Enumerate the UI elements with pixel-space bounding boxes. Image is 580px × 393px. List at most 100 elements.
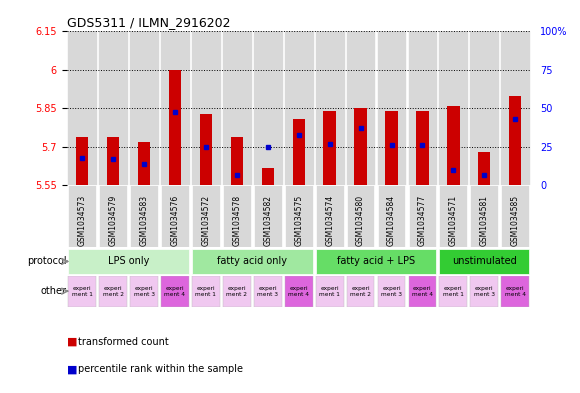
- Text: experi
ment 4: experi ment 4: [288, 286, 309, 297]
- Text: experi
ment 4: experi ment 4: [412, 286, 433, 297]
- FancyBboxPatch shape: [501, 276, 529, 307]
- Text: experi
ment 3: experi ment 3: [258, 286, 278, 297]
- FancyBboxPatch shape: [99, 185, 127, 247]
- Text: ■: ■: [67, 364, 77, 375]
- Bar: [200, 114, 212, 185]
- Bar: [254, 31, 282, 185]
- FancyBboxPatch shape: [470, 276, 498, 307]
- Text: experi
ment 3: experi ment 3: [381, 286, 402, 297]
- Text: other: other: [41, 286, 67, 296]
- Bar: [416, 111, 429, 185]
- Text: GSM1034582: GSM1034582: [263, 195, 272, 246]
- Text: fatty acid only: fatty acid only: [218, 256, 287, 266]
- FancyBboxPatch shape: [161, 185, 189, 247]
- Text: experi
ment 3: experi ment 3: [474, 286, 495, 297]
- FancyBboxPatch shape: [378, 185, 405, 247]
- Text: ■: ■: [67, 337, 77, 347]
- Text: experi
ment 1: experi ment 1: [72, 286, 93, 297]
- FancyBboxPatch shape: [130, 276, 158, 307]
- Bar: [76, 137, 88, 185]
- FancyBboxPatch shape: [501, 185, 529, 247]
- Bar: [223, 31, 251, 185]
- Text: GSM1034574: GSM1034574: [325, 195, 334, 246]
- Text: percentile rank within the sample: percentile rank within the sample: [78, 364, 243, 375]
- FancyBboxPatch shape: [378, 276, 405, 307]
- Text: GSM1034575: GSM1034575: [294, 195, 303, 246]
- Bar: [324, 111, 336, 185]
- Text: GSM1034576: GSM1034576: [171, 195, 179, 246]
- FancyBboxPatch shape: [408, 276, 436, 307]
- FancyBboxPatch shape: [316, 248, 436, 274]
- Text: LPS only: LPS only: [108, 256, 149, 266]
- FancyBboxPatch shape: [254, 276, 282, 307]
- Text: fatty acid + LPS: fatty acid + LPS: [337, 256, 415, 266]
- Bar: [161, 31, 189, 185]
- Bar: [354, 108, 367, 185]
- Bar: [292, 119, 305, 185]
- Bar: [385, 111, 398, 185]
- Bar: [378, 31, 405, 185]
- Text: experi
ment 1: experi ment 1: [319, 286, 340, 297]
- Text: experi
ment 1: experi ment 1: [443, 286, 464, 297]
- FancyBboxPatch shape: [68, 248, 189, 274]
- Text: GSM1034584: GSM1034584: [387, 195, 396, 246]
- FancyBboxPatch shape: [254, 185, 282, 247]
- FancyBboxPatch shape: [192, 276, 220, 307]
- FancyBboxPatch shape: [68, 276, 96, 307]
- Bar: [408, 31, 436, 185]
- Bar: [169, 70, 181, 185]
- Text: GSM1034585: GSM1034585: [511, 195, 520, 246]
- Text: experi
ment 1: experi ment 1: [195, 286, 216, 297]
- Bar: [138, 142, 150, 185]
- Text: GDS5311 / ILMN_2916202: GDS5311 / ILMN_2916202: [67, 16, 230, 29]
- Bar: [447, 106, 459, 185]
- FancyBboxPatch shape: [161, 276, 189, 307]
- Text: GSM1034583: GSM1034583: [140, 195, 148, 246]
- Bar: [192, 31, 220, 185]
- Text: experi
ment 4: experi ment 4: [505, 286, 525, 297]
- FancyBboxPatch shape: [440, 248, 529, 274]
- Bar: [68, 31, 96, 185]
- FancyBboxPatch shape: [285, 276, 313, 307]
- FancyBboxPatch shape: [316, 276, 343, 307]
- Text: GSM1034580: GSM1034580: [356, 195, 365, 246]
- Bar: [285, 31, 313, 185]
- Bar: [501, 31, 529, 185]
- FancyBboxPatch shape: [192, 185, 220, 247]
- Bar: [440, 31, 467, 185]
- FancyBboxPatch shape: [223, 276, 251, 307]
- Text: protocol: protocol: [27, 256, 67, 266]
- FancyBboxPatch shape: [440, 185, 467, 247]
- Bar: [347, 31, 375, 185]
- FancyBboxPatch shape: [68, 185, 96, 247]
- Bar: [99, 31, 127, 185]
- Text: unstimulated: unstimulated: [452, 256, 517, 266]
- FancyBboxPatch shape: [408, 185, 436, 247]
- Text: GSM1034579: GSM1034579: [108, 195, 118, 246]
- Bar: [107, 137, 119, 185]
- FancyBboxPatch shape: [440, 276, 467, 307]
- Text: experi
ment 3: experi ment 3: [133, 286, 154, 297]
- Bar: [316, 31, 343, 185]
- FancyBboxPatch shape: [316, 185, 343, 247]
- Text: GSM1034581: GSM1034581: [480, 195, 489, 246]
- FancyBboxPatch shape: [470, 185, 498, 247]
- Text: transformed count: transformed count: [78, 337, 169, 347]
- FancyBboxPatch shape: [347, 185, 375, 247]
- Text: experi
ment 2: experi ment 2: [226, 286, 247, 297]
- FancyBboxPatch shape: [130, 185, 158, 247]
- FancyBboxPatch shape: [285, 185, 313, 247]
- Text: GSM1034573: GSM1034573: [78, 195, 86, 246]
- FancyBboxPatch shape: [192, 248, 313, 274]
- FancyBboxPatch shape: [99, 276, 127, 307]
- Bar: [231, 137, 243, 185]
- Text: GSM1034571: GSM1034571: [449, 195, 458, 246]
- Bar: [478, 152, 491, 185]
- Text: experi
ment 2: experi ment 2: [103, 286, 124, 297]
- Text: GSM1034572: GSM1034572: [201, 195, 211, 246]
- Text: GSM1034577: GSM1034577: [418, 195, 427, 246]
- Bar: [470, 31, 498, 185]
- Bar: [130, 31, 158, 185]
- FancyBboxPatch shape: [223, 185, 251, 247]
- Text: experi
ment 4: experi ment 4: [165, 286, 186, 297]
